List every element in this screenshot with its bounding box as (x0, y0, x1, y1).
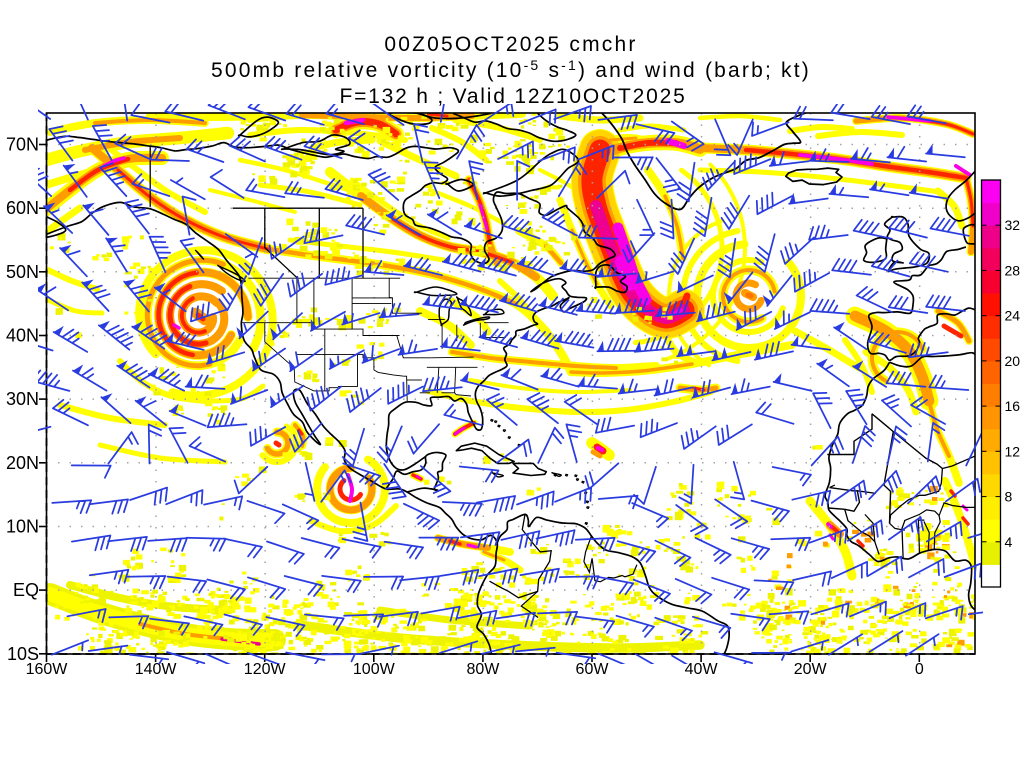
svg-text:28: 28 (1005, 262, 1021, 278)
svg-text:F=132 h ; Valid 12Z10OCT2025: F=132 h ; Valid 12Z10OCT2025 (339, 85, 686, 108)
svg-text:120W: 120W (244, 661, 287, 678)
svg-text:24: 24 (1005, 308, 1021, 324)
svg-text:160W: 160W (26, 661, 69, 678)
svg-text:60W: 60W (576, 661, 610, 678)
svg-text:00Z05OCT2025 cmchr: 00Z05OCT2025 cmchr (384, 33, 637, 56)
svg-text:40N: 40N (6, 326, 39, 346)
svg-text:10S: 10S (7, 644, 39, 664)
svg-text:70N: 70N (6, 135, 39, 155)
svg-text:60N: 60N (6, 198, 39, 218)
svg-text:16: 16 (1005, 398, 1021, 414)
svg-text:80W: 80W (466, 661, 500, 678)
svg-text:12: 12 (1005, 443, 1021, 459)
svg-text:20: 20 (1005, 353, 1021, 369)
svg-text:0: 0 (915, 661, 924, 678)
svg-text:EQ: EQ (13, 580, 39, 600)
svg-text:100W: 100W (353, 661, 396, 678)
svg-text:30N: 30N (6, 389, 39, 409)
svg-text:10N: 10N (6, 517, 39, 537)
svg-text:32: 32 (1005, 217, 1021, 233)
svg-text:500mb relative vorticity (10-5: 500mb relative vorticity (10-5 s-1) and … (211, 57, 811, 82)
svg-text:40W: 40W (685, 661, 719, 678)
svg-text:4: 4 (1005, 534, 1013, 550)
svg-text:50N: 50N (6, 262, 39, 282)
svg-text:20W: 20W (794, 661, 828, 678)
svg-text:20N: 20N (6, 453, 39, 473)
svg-text:8: 8 (1005, 489, 1013, 505)
svg-text:140W: 140W (135, 661, 178, 678)
